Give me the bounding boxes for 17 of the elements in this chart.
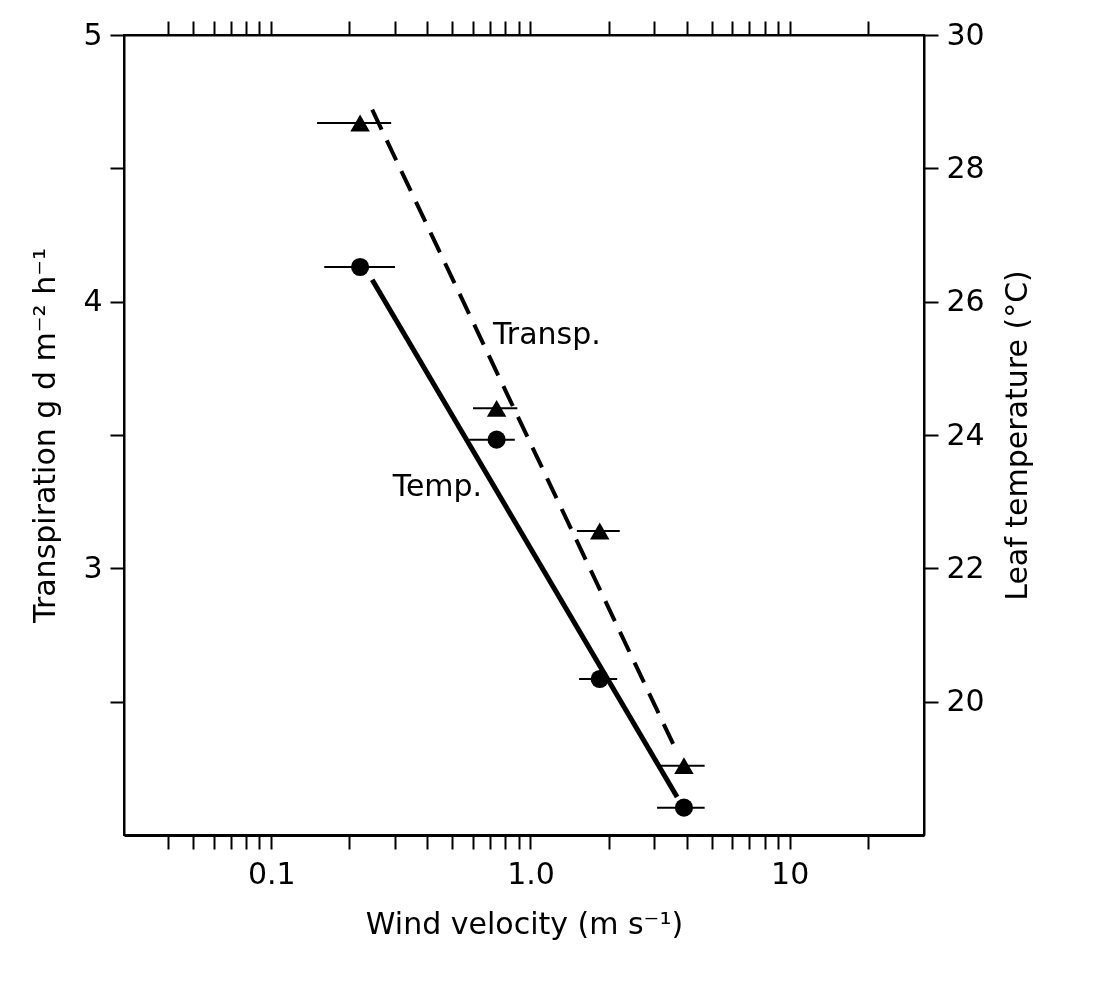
series-label: Temp.	[391, 467, 483, 503]
y2-tick-label: 22	[946, 549, 985, 585]
x-axis-title: Wind velocity (m s⁻¹)	[365, 905, 684, 941]
y2-tick-label: 24	[946, 416, 985, 452]
y2-tick-label: 30	[946, 16, 985, 52]
y-axis-title: Transpiration g d m⁻² h⁻¹	[27, 247, 63, 625]
x-tick-label: 0.1	[248, 855, 296, 891]
y2-axis-title: Leaf temperature (°C)	[998, 270, 1034, 601]
y2-tick-label: 28	[946, 149, 985, 185]
y-tick-label: 3	[83, 549, 103, 585]
y-tick-label: 5	[83, 16, 103, 52]
y2-tick-label: 20	[946, 683, 985, 719]
x-tick-label: 1.0	[507, 855, 555, 891]
y-tick-label: 4	[83, 283, 103, 319]
series-label: Transp.	[491, 315, 601, 351]
x-tick-label: 10	[771, 855, 810, 891]
y2-tick-label: 26	[946, 283, 985, 319]
